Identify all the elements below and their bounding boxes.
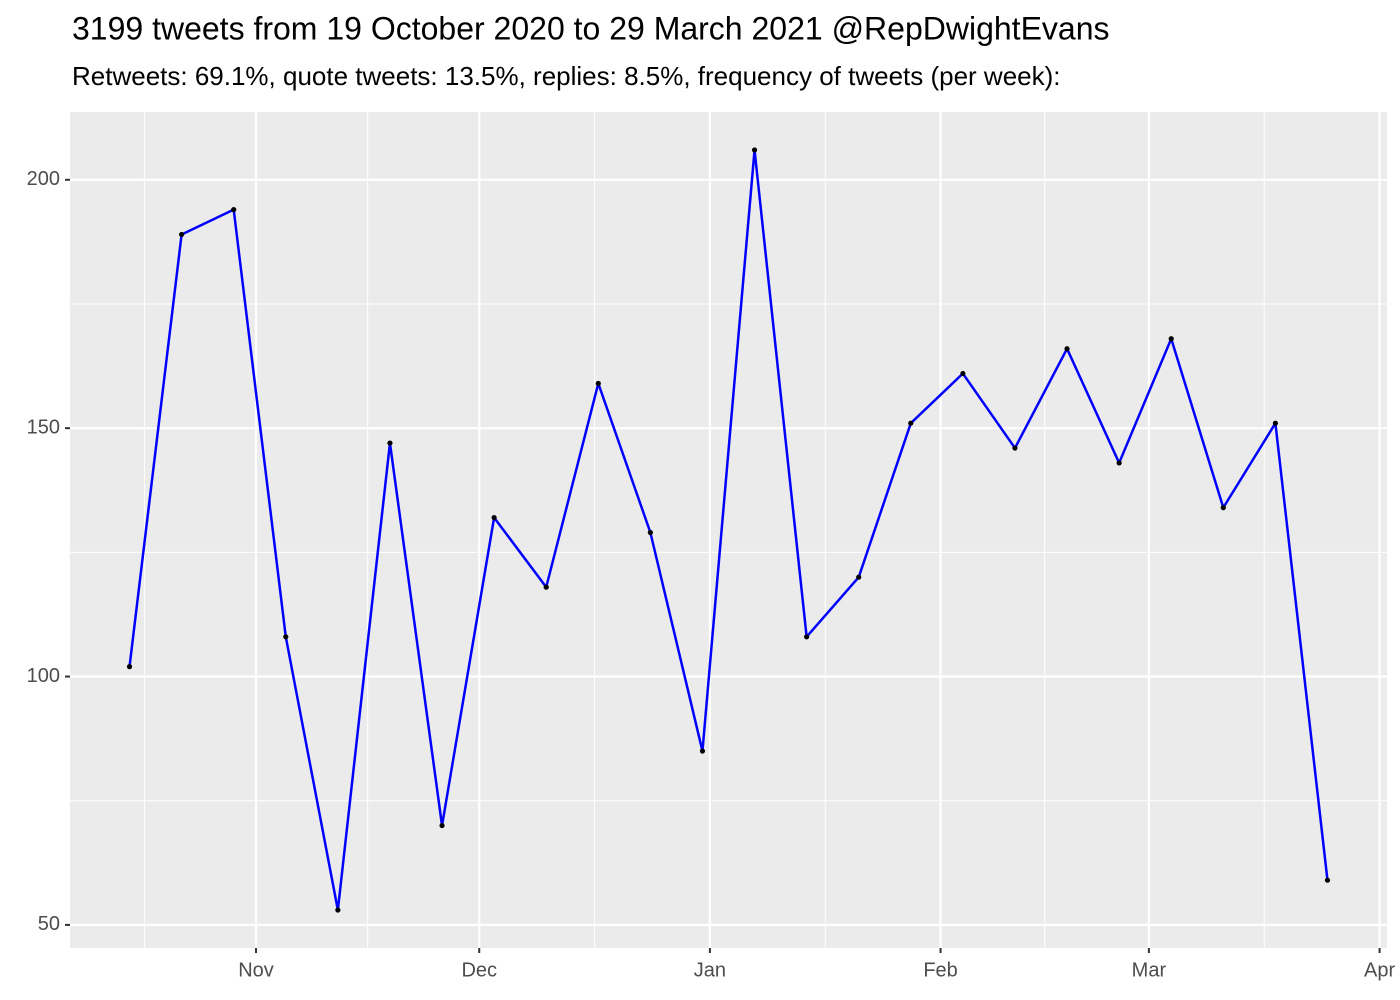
point (699, 748, 706, 754)
y-tick-label: 50 (38, 913, 60, 935)
x-tick-label: Dec (461, 959, 497, 981)
point (1168, 336, 1174, 342)
point (595, 380, 601, 387)
point (647, 529, 653, 536)
point (960, 370, 966, 377)
point (439, 822, 445, 829)
point (1220, 505, 1226, 511)
x-tick-label: Mar (1132, 959, 1167, 981)
chart-subtitle: Retweets: 69.1%, quote tweets: 13.5%, re… (72, 61, 1061, 91)
point (491, 514, 497, 521)
y-tick-label: 200 (27, 168, 60, 190)
point (856, 574, 862, 580)
point (751, 147, 758, 153)
point (387, 440, 393, 446)
x-tick-label: Apr (1364, 959, 1395, 981)
point (1116, 460, 1122, 466)
x-tick-label: Jan (694, 959, 726, 981)
point (543, 584, 549, 590)
point (804, 634, 810, 640)
point (1272, 420, 1278, 426)
plot-panel (70, 112, 1387, 948)
x-tick-label: Feb (923, 959, 957, 981)
y-tick-label: 150 (27, 416, 60, 438)
point (1064, 346, 1070, 352)
x-tick-label: Nov (238, 959, 274, 981)
point (335, 907, 341, 913)
point (283, 634, 289, 640)
point (1324, 877, 1331, 883)
y-tick-label: 100 (27, 665, 60, 687)
point (179, 231, 185, 238)
point (908, 420, 914, 426)
point (126, 664, 133, 670)
chart-title: 3199 tweets from 19 October 2020 to 29 M… (72, 10, 1110, 46)
point (231, 207, 237, 213)
line (128, 148, 1329, 912)
point (1012, 445, 1018, 451)
